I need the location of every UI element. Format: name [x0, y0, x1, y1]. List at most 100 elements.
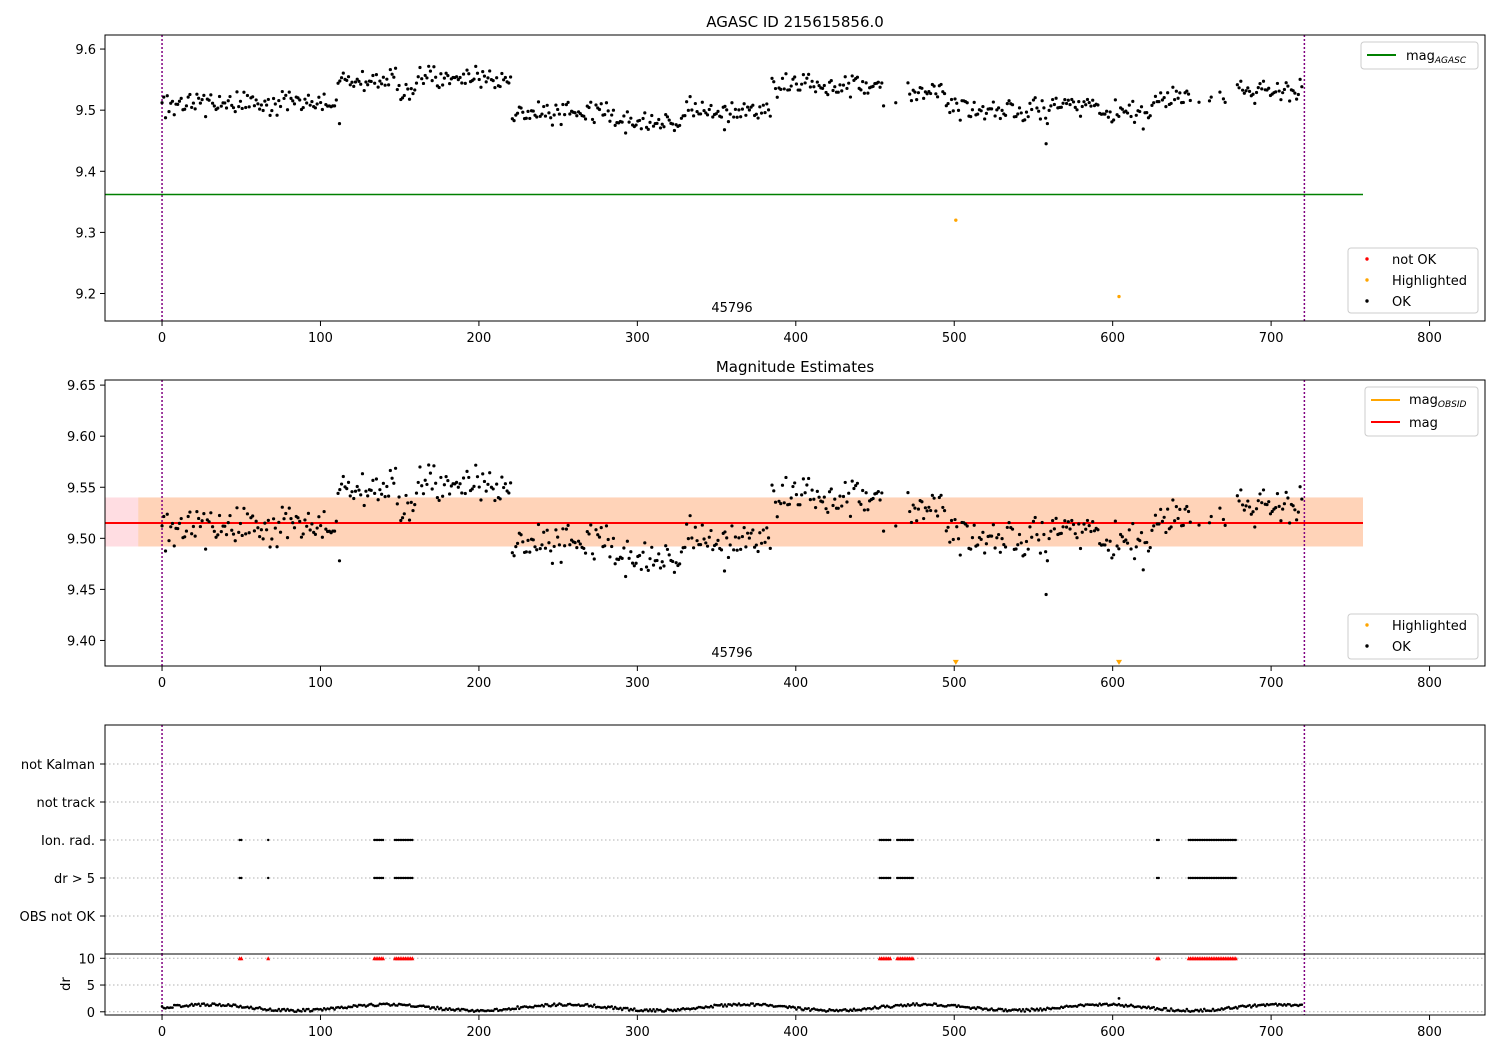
ok-point	[444, 71, 448, 75]
dr-point	[631, 1008, 634, 1012]
flag-point	[1203, 876, 1206, 880]
ok-point	[597, 107, 602, 112]
ok-point	[371, 73, 375, 78]
x-tick-label: 700	[1259, 331, 1284, 346]
ok-point	[432, 464, 436, 468]
ok-point	[606, 109, 610, 113]
ok-point	[420, 77, 424, 81]
ok-point	[416, 480, 420, 485]
ok-point	[984, 542, 988, 546]
dr-point	[188, 1004, 192, 1007]
ok-point	[583, 117, 588, 121]
ok-point	[582, 114, 586, 118]
ok-point	[970, 536, 975, 540]
ok-point	[695, 109, 699, 114]
ok-point	[1218, 506, 1222, 510]
flag-point	[409, 876, 412, 880]
ok-point	[502, 485, 506, 490]
ok-point	[1150, 528, 1154, 532]
dr-point	[1201, 1010, 1204, 1013]
flag-point	[1192, 838, 1196, 842]
ok-point	[402, 93, 406, 98]
ok-point	[906, 491, 910, 495]
ok-point	[345, 78, 349, 83]
ok-point	[409, 500, 413, 504]
ok-point	[693, 525, 697, 529]
ok-point	[284, 93, 288, 97]
ok-point	[728, 543, 732, 547]
flag-point	[1203, 838, 1206, 842]
ok-point	[908, 509, 912, 514]
dr-clipped-marker	[266, 956, 271, 961]
ok-point	[665, 115, 670, 119]
ok-point	[1024, 539, 1029, 544]
ok-point	[435, 496, 440, 500]
dr-point	[1152, 1005, 1156, 1009]
ok-point	[685, 100, 689, 104]
ok-point	[941, 505, 945, 510]
flag-point	[240, 838, 243, 842]
ok-point	[1064, 101, 1069, 106]
ok-point	[193, 107, 197, 111]
ok-point	[1016, 112, 1020, 116]
ok-point	[1089, 104, 1093, 108]
ok-point	[170, 521, 175, 526]
ok-point	[1291, 89, 1295, 93]
x-tick-label: 300	[625, 331, 650, 346]
ok-point	[493, 85, 497, 90]
dr-point	[633, 1007, 636, 1010]
ok-point	[373, 81, 377, 85]
ok-point	[477, 77, 481, 82]
ok-point	[519, 106, 523, 110]
ok-point	[214, 535, 218, 539]
flag-point	[1231, 876, 1234, 880]
ok-point	[958, 553, 962, 557]
ok-point	[603, 544, 607, 548]
ok-point	[1207, 521, 1212, 525]
ok-point	[362, 88, 366, 93]
svg-text:magAGASC: magAGASC	[1406, 49, 1467, 66]
ok-point	[1106, 115, 1110, 119]
ok-point	[1014, 114, 1018, 119]
ok-point	[683, 545, 687, 549]
ok-point	[1275, 492, 1280, 496]
ok-point	[479, 498, 483, 502]
ok-point	[278, 104, 283, 109]
ok-point	[416, 75, 420, 79]
ok-point	[702, 537, 706, 541]
dr-clipped-marker	[381, 956, 386, 961]
ok-point	[876, 489, 880, 494]
dr-point	[310, 1009, 314, 1013]
ok-point	[1117, 547, 1121, 551]
ok-point	[421, 492, 426, 496]
dr-point	[516, 1005, 519, 1008]
ok-point	[765, 102, 769, 106]
flag-point	[1199, 876, 1203, 880]
flag-point	[1217, 876, 1220, 880]
ok-point	[740, 107, 744, 111]
ok-point	[1256, 499, 1260, 503]
ok-point	[622, 546, 626, 550]
ok-point	[772, 489, 776, 493]
ok-point	[1084, 527, 1088, 531]
ok-point	[1251, 510, 1255, 514]
ok-point	[170, 99, 175, 103]
ok-point	[789, 84, 793, 88]
ok-point	[629, 550, 633, 554]
dr-point	[931, 1003, 934, 1007]
ok-point	[278, 530, 283, 534]
ok-point	[1047, 537, 1051, 541]
ok-point	[707, 107, 711, 112]
ok-point	[549, 549, 553, 553]
ok-point	[646, 568, 650, 572]
flag-point	[878, 876, 881, 880]
ok-point	[1106, 548, 1110, 552]
ok-point	[503, 75, 507, 80]
ok-point	[920, 86, 924, 90]
ok-point	[655, 121, 659, 126]
dr-point	[1185, 1007, 1189, 1011]
ok-point	[972, 523, 976, 527]
flag-point	[1215, 876, 1218, 880]
ok-point	[1049, 104, 1053, 108]
ok-point	[587, 532, 591, 536]
